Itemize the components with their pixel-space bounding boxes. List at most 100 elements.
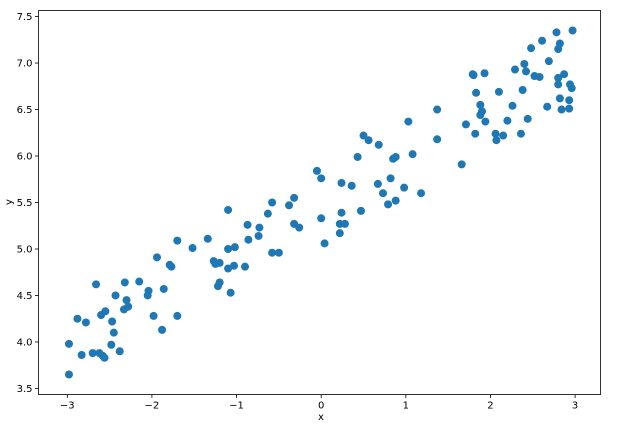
data-point	[472, 88, 481, 97]
y-axis-label: y	[4, 199, 15, 205]
data-point	[159, 284, 168, 293]
data-point	[386, 174, 395, 183]
data-point	[353, 152, 362, 161]
data-point	[64, 370, 73, 379]
data-point	[568, 26, 577, 35]
data-point	[494, 87, 503, 96]
data-point	[554, 80, 563, 89]
data-point	[108, 317, 117, 326]
data-point	[312, 166, 321, 175]
data-point	[317, 174, 326, 183]
data-point	[317, 214, 326, 223]
data-point	[544, 57, 553, 66]
points-layer	[64, 26, 577, 379]
x-tick-label: 2	[487, 401, 493, 412]
data-point	[516, 129, 525, 138]
data-point	[535, 72, 544, 81]
data-point	[158, 325, 167, 334]
data-point	[124, 302, 133, 311]
y-tick-label: 4.0	[17, 337, 33, 348]
y-tick-label: 6.5	[17, 105, 33, 116]
data-point	[120, 278, 129, 287]
data-point	[224, 264, 233, 273]
y-tick-label: 4.5	[17, 291, 33, 302]
data-point	[64, 339, 73, 348]
data-point	[527, 44, 536, 53]
data-point	[560, 70, 569, 79]
data-point	[295, 223, 304, 232]
data-point	[518, 85, 527, 94]
x-axis-label: x	[318, 412, 324, 423]
x-tick-label: 0	[318, 401, 324, 412]
data-point	[101, 307, 110, 316]
x-tick-label: 1	[403, 401, 409, 412]
data-point	[241, 262, 250, 271]
data-point	[499, 131, 508, 140]
data-point	[268, 198, 277, 207]
data-point	[254, 231, 263, 240]
data-point	[188, 244, 197, 253]
data-point	[340, 219, 349, 228]
data-point	[481, 117, 490, 126]
data-point	[373, 179, 382, 188]
data-point	[565, 96, 574, 105]
data-point	[226, 288, 235, 297]
data-point	[508, 101, 517, 110]
data-point	[230, 261, 239, 270]
data-point	[92, 280, 101, 289]
data-point	[503, 116, 512, 125]
data-point	[167, 262, 176, 271]
data-point	[552, 28, 561, 37]
data-point	[417, 189, 426, 198]
data-point	[144, 286, 153, 295]
data-point	[109, 328, 118, 337]
data-point	[255, 223, 264, 232]
data-point	[492, 136, 501, 145]
data-point	[337, 208, 346, 217]
data-point	[107, 340, 116, 349]
data-point	[523, 114, 532, 123]
data-point	[480, 69, 489, 78]
y-tick-label: 7.5	[17, 12, 33, 23]
data-point	[404, 117, 413, 126]
data-point	[433, 135, 442, 144]
y-tick-label: 3.5	[17, 384, 33, 395]
x-tick-label: −1	[229, 401, 244, 412]
data-point	[347, 181, 356, 190]
data-point	[224, 205, 233, 214]
data-point	[243, 220, 252, 229]
data-point	[511, 65, 520, 74]
data-point	[224, 244, 233, 253]
data-point	[378, 189, 387, 198]
data-point	[555, 94, 564, 103]
data-point	[384, 200, 393, 209]
data-point	[215, 258, 224, 267]
data-point	[408, 150, 417, 159]
data-point	[149, 311, 158, 320]
data-point	[391, 152, 400, 161]
data-point	[215, 278, 224, 287]
data-point	[491, 129, 500, 138]
data-point	[135, 277, 144, 286]
data-point	[122, 296, 131, 305]
data-point	[73, 314, 82, 323]
x-tick-label: −3	[60, 401, 75, 412]
data-point	[268, 248, 277, 257]
data-point	[335, 229, 344, 238]
data-point	[538, 36, 547, 45]
data-point	[374, 140, 383, 149]
data-point	[152, 253, 161, 262]
data-point	[555, 39, 564, 48]
data-point	[356, 206, 365, 215]
y-tick-label: 5.5	[17, 198, 33, 209]
data-point	[290, 193, 299, 202]
y-tick-label: 7.0	[17, 59, 33, 70]
data-point	[337, 178, 346, 187]
data-point	[111, 291, 120, 300]
data-point	[173, 311, 182, 320]
data-point	[461, 120, 470, 129]
y-tick-label: 5.0	[17, 244, 33, 255]
data-point	[400, 183, 409, 192]
data-point	[478, 107, 487, 116]
